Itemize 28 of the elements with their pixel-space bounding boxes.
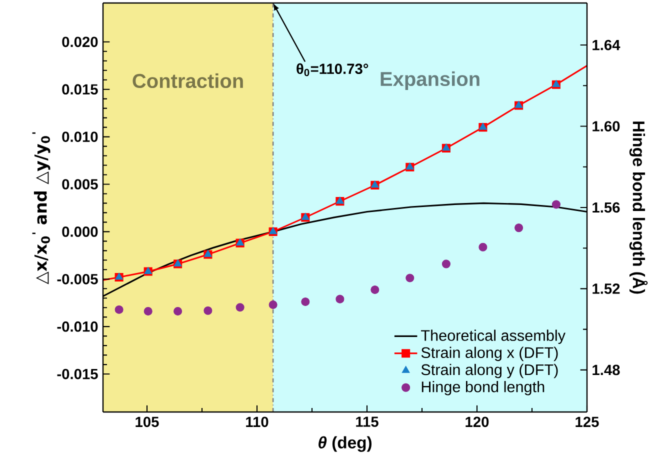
y-tick-label: -0.015	[57, 368, 98, 380]
y2-tick-label: 1.52	[592, 284, 620, 294]
band-label: Expansion	[380, 71, 480, 90]
y-tick-label: -0.010	[57, 321, 98, 332]
y2-tick-label: 1.48	[592, 364, 620, 376]
legend-label: Strain along y (DFT)	[421, 364, 558, 378]
legend-label: Hinge bond length	[422, 381, 544, 396]
x-tick-label: 125	[576, 416, 599, 428]
y2-tick-label: 1.56	[592, 202, 620, 213]
x-tick-label: 105	[136, 416, 159, 428]
x-tick-label: 115	[356, 416, 378, 427]
legend-label: Strain along x (DFT)	[421, 346, 558, 362]
y-tick-label: -0.005	[57, 274, 98, 284]
y2-tick-label: 1.60	[592, 121, 620, 132]
y-tick-label: 0.010	[62, 132, 98, 142]
y-tick-label: 0.000	[62, 226, 98, 237]
ref-line-label: θ$_{0}$=110.73°	[296, 63, 368, 76]
y2-tick-label: 1.64	[592, 40, 620, 50]
y2-axis-title: Hinge bond length (Å)	[629, 122, 648, 294]
y-tick-label: 0.020	[62, 36, 98, 48]
band-label: Contraction	[132, 73, 243, 88]
x-tick-label: 120	[466, 416, 489, 428]
y-axis-title: △x/x$_{0}$$^{'}$ and △y/y$_{0}$'	[32, 132, 50, 284]
x-tick-label: 110	[246, 416, 268, 428]
legend-label: Theoretical assembly	[421, 330, 566, 344]
x-axis-title: θ (deg)	[318, 436, 372, 452]
y-tick-label: 0.015	[62, 84, 98, 95]
y-tick-label: 0.005	[62, 179, 98, 190]
